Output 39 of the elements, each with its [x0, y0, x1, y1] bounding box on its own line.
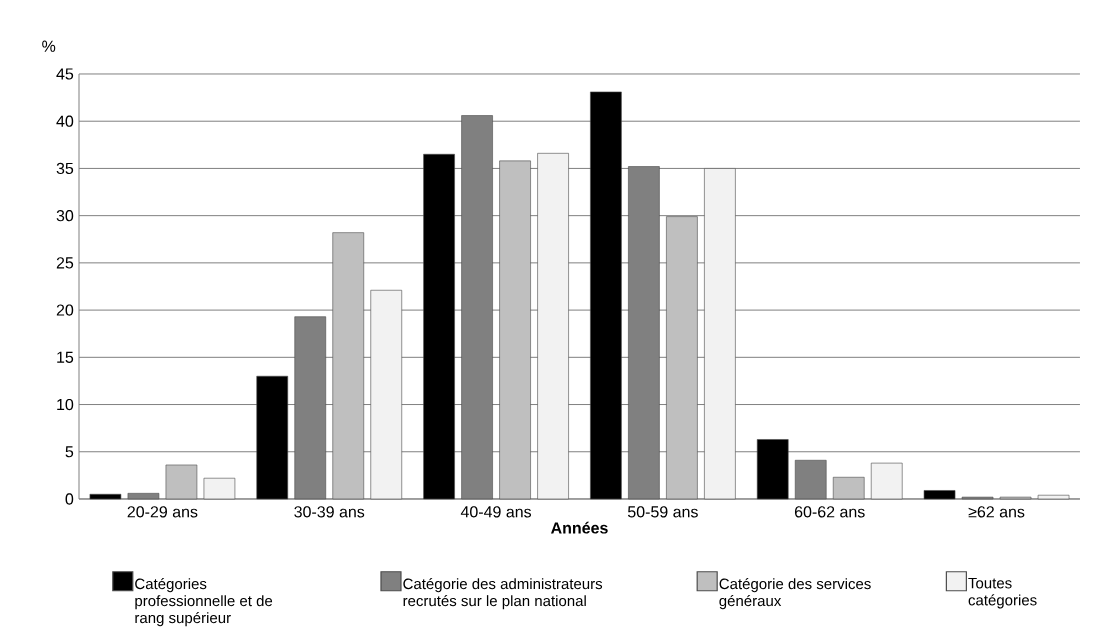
- bar: [704, 168, 736, 500]
- bar: [870, 462, 903, 500]
- y-tick-label: 45: [56, 68, 74, 80]
- x-tick-label: 50-59 ans: [627, 506, 698, 518]
- y-tick-label: 40: [56, 115, 74, 127]
- x-tick-label: ≥62 ans: [968, 506, 1025, 518]
- y-tick-label: 10: [57, 398, 74, 411]
- legend-label: Catégories professionnelle et de rang supérieur: [135, 577, 273, 627]
- bar: [590, 91, 622, 500]
- x-tick-label: 40-49 ans: [460, 506, 532, 518]
- bar: [203, 477, 236, 500]
- bar: [165, 464, 198, 500]
- y-tick-label: 25: [56, 257, 74, 269]
- bar: [332, 232, 365, 500]
- bar: [832, 476, 865, 500]
- y-tick-label: 35: [56, 162, 74, 175]
- y-tick-label: 30: [56, 209, 74, 222]
- legend-label: Catégorie des services généraux: [719, 577, 871, 610]
- y-axis-title: %: [42, 40, 56, 52]
- bar: [89, 493, 122, 500]
- y-tick-label: 0: [65, 493, 74, 505]
- legend-label: Toutes catégories: [968, 577, 1037, 609]
- bar: [423, 153, 455, 500]
- bar: [256, 375, 289, 500]
- bar: [756, 439, 789, 500]
- bar: [537, 153, 569, 500]
- bar: [499, 160, 531, 500]
- x-tick-label: 30-39 ans: [294, 506, 365, 518]
- y-tick-label: 15: [57, 351, 74, 363]
- bar: [1037, 494, 1070, 500]
- bar: [923, 490, 956, 500]
- bar: [666, 216, 698, 500]
- bar: [370, 289, 403, 500]
- x-axis-title: Années: [550, 521, 608, 534]
- x-tick-label: 60-62 ans: [794, 506, 865, 518]
- legend-label: Catégorie des administrateurs recrutés sur le plan national: [403, 577, 603, 610]
- y-tick-label: 5: [65, 446, 74, 458]
- y-tick-label: 20: [56, 304, 74, 316]
- x-tick-label: 20-29 ans: [127, 506, 198, 518]
